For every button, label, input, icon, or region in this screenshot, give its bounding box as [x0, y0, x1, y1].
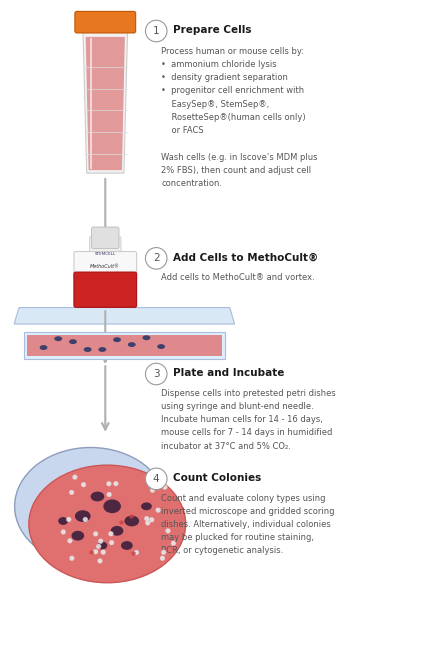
Circle shape — [81, 482, 86, 487]
Circle shape — [145, 468, 167, 489]
Ellipse shape — [113, 337, 121, 342]
Circle shape — [69, 490, 74, 495]
Ellipse shape — [103, 499, 121, 513]
Text: STEMCELL: STEMCELL — [95, 252, 116, 257]
FancyBboxPatch shape — [75, 12, 136, 33]
Text: 3: 3 — [153, 369, 160, 379]
Circle shape — [67, 538, 72, 543]
Circle shape — [145, 248, 167, 269]
FancyBboxPatch shape — [74, 252, 137, 280]
Polygon shape — [83, 21, 128, 173]
Ellipse shape — [98, 541, 107, 549]
Ellipse shape — [69, 339, 77, 344]
Text: Count and evaluate colony types using: Count and evaluate colony types using — [161, 493, 326, 502]
Circle shape — [93, 532, 98, 536]
Ellipse shape — [91, 491, 104, 501]
Text: Wash cells (e.g. in Iscove’s MDM plus: Wash cells (e.g. in Iscove’s MDM plus — [161, 153, 318, 161]
Ellipse shape — [121, 541, 133, 550]
Text: •  ammonium chloride lysis: • ammonium chloride lysis — [161, 60, 277, 69]
FancyBboxPatch shape — [92, 227, 119, 248]
Circle shape — [149, 517, 154, 522]
Text: Count Colonies: Count Colonies — [173, 473, 261, 483]
Text: inverted microscope and gridded scoring: inverted microscope and gridded scoring — [161, 507, 335, 516]
Text: Add cells to MethoCult® and vortex.: Add cells to MethoCult® and vortex. — [161, 273, 315, 282]
Text: 2: 2 — [153, 254, 160, 263]
Text: Incubate human cells for 14 - 16 days,: Incubate human cells for 14 - 16 days, — [161, 415, 323, 424]
Ellipse shape — [29, 465, 186, 583]
Circle shape — [61, 530, 66, 534]
Ellipse shape — [111, 526, 123, 536]
Text: EasySep®, StemSep®,: EasySep®, StemSep®, — [161, 99, 270, 109]
Text: RosetteSep®(human cells only): RosetteSep®(human cells only) — [161, 113, 306, 122]
Ellipse shape — [142, 335, 150, 340]
Ellipse shape — [128, 342, 136, 347]
Text: Dispense cells into pretested petri dishes: Dispense cells into pretested petri dish… — [161, 389, 336, 398]
Circle shape — [171, 541, 176, 546]
Circle shape — [108, 531, 113, 536]
Text: dishes. Alternatively, individual colonies: dishes. Alternatively, individual coloni… — [161, 520, 331, 529]
Text: •  progenitor cell enrichment with: • progenitor cell enrichment with — [161, 86, 304, 96]
Ellipse shape — [75, 510, 91, 522]
Text: Process human or mouse cells by:: Process human or mouse cells by: — [161, 47, 304, 56]
Text: may be plucked for routine staining,: may be plucked for routine staining, — [161, 533, 314, 542]
Circle shape — [165, 528, 171, 533]
Polygon shape — [14, 307, 235, 324]
Polygon shape — [24, 332, 225, 359]
Ellipse shape — [99, 347, 106, 352]
Circle shape — [83, 517, 88, 522]
Circle shape — [134, 550, 139, 555]
Ellipse shape — [84, 347, 92, 352]
Circle shape — [162, 485, 168, 489]
Text: using syringe and blunt-end needle.: using syringe and blunt-end needle. — [161, 402, 314, 411]
Text: PCR, or cytogenetic analysis.: PCR, or cytogenetic analysis. — [161, 547, 283, 556]
Text: 1: 1 — [153, 26, 160, 36]
Text: 2% FBS), then count and adjust cell: 2% FBS), then count and adjust cell — [161, 166, 311, 175]
Ellipse shape — [15, 447, 167, 565]
Ellipse shape — [58, 517, 68, 525]
Circle shape — [69, 556, 74, 561]
Text: concentration.: concentration. — [161, 179, 222, 188]
Circle shape — [145, 20, 167, 42]
Ellipse shape — [39, 345, 47, 350]
Text: mouse cells for 7 - 14 days in humidified: mouse cells for 7 - 14 days in humidifie… — [161, 428, 332, 437]
Circle shape — [145, 521, 150, 525]
Circle shape — [109, 540, 114, 545]
FancyBboxPatch shape — [89, 237, 121, 254]
Text: Plate and Incubate: Plate and Incubate — [173, 368, 284, 378]
Ellipse shape — [157, 344, 165, 349]
Ellipse shape — [72, 531, 84, 541]
Circle shape — [156, 508, 161, 513]
Circle shape — [161, 550, 166, 554]
Circle shape — [66, 517, 71, 522]
Polygon shape — [85, 37, 125, 170]
Ellipse shape — [125, 515, 139, 526]
Text: Add Cells to MethoCult®: Add Cells to MethoCult® — [173, 252, 318, 263]
Circle shape — [98, 539, 103, 543]
Text: MethoCult®: MethoCult® — [90, 264, 120, 268]
Polygon shape — [27, 335, 222, 356]
Circle shape — [96, 544, 101, 549]
Circle shape — [98, 558, 102, 564]
Text: Prepare Cells: Prepare Cells — [173, 25, 251, 35]
Circle shape — [145, 516, 149, 521]
Circle shape — [113, 481, 118, 486]
Circle shape — [106, 481, 112, 486]
Text: 4: 4 — [153, 474, 160, 484]
Ellipse shape — [141, 502, 152, 510]
Ellipse shape — [54, 336, 62, 341]
Circle shape — [93, 549, 98, 554]
Circle shape — [150, 488, 155, 493]
FancyBboxPatch shape — [74, 272, 137, 307]
Text: incubator at 37°C and 5% CO₂.: incubator at 37°C and 5% CO₂. — [161, 441, 291, 450]
Text: or FACS: or FACS — [161, 126, 204, 135]
Circle shape — [72, 474, 77, 480]
Circle shape — [107, 492, 112, 497]
Circle shape — [101, 550, 106, 554]
Text: •  density gradient separation: • density gradient separation — [161, 73, 288, 82]
Circle shape — [145, 363, 167, 385]
Circle shape — [160, 556, 165, 561]
